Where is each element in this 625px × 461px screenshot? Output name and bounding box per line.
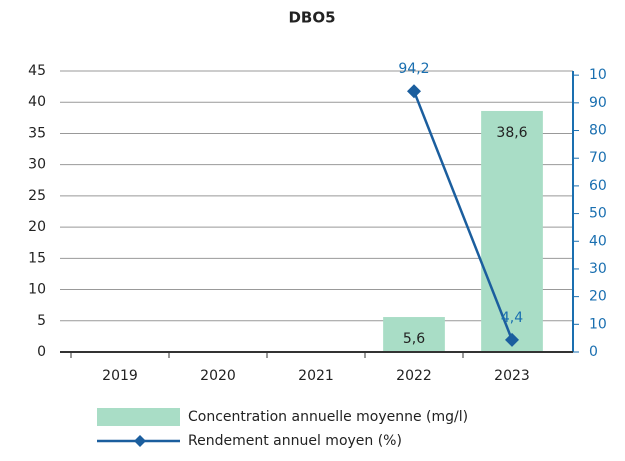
chart-title: DBO5 bbox=[288, 9, 335, 27]
y-tick-label: 45 bbox=[28, 63, 46, 79]
y-tick-label: 15 bbox=[28, 250, 46, 266]
y2-tick-label: 10 bbox=[589, 67, 607, 83]
line-value-label: 94,2 bbox=[398, 61, 429, 77]
line bbox=[412, 90, 514, 341]
y2-tick-label: 30 bbox=[589, 261, 607, 277]
x-tick-label: 2023 bbox=[494, 368, 530, 384]
y-tick-label: 20 bbox=[28, 219, 46, 235]
y-tick-label: 25 bbox=[28, 188, 46, 204]
y2-tick-label: 20 bbox=[589, 289, 607, 305]
y-tick-label: 0 bbox=[37, 344, 46, 360]
line-marker bbox=[407, 84, 421, 99]
legend-label: Concentration annuelle moyenne (mg/l) bbox=[188, 409, 468, 425]
x-tick-label: 2021 bbox=[298, 368, 334, 384]
bar bbox=[481, 110, 543, 352]
y-tick-label: 5 bbox=[37, 313, 46, 329]
x-tick-label: 2020 bbox=[200, 368, 236, 384]
y2-tick-label: 70 bbox=[589, 150, 607, 166]
legend-label: Rendement annuel moyen (%) bbox=[188, 433, 402, 449]
y-tick-label: 35 bbox=[28, 125, 46, 141]
y-tick-label: 10 bbox=[28, 282, 46, 298]
x-tick-label: 2019 bbox=[102, 368, 138, 384]
bar-value-label: 5,6 bbox=[403, 331, 425, 347]
line-marker bbox=[505, 332, 519, 347]
legend-marker bbox=[134, 435, 146, 447]
y2-tick-label: 80 bbox=[589, 123, 607, 139]
bar bbox=[383, 317, 445, 352]
y-tick-label: 40 bbox=[28, 94, 46, 110]
y2-tick-label: 50 bbox=[589, 206, 607, 222]
y2-tick-label: 0 bbox=[589, 344, 598, 360]
bar-value-label: 38,6 bbox=[496, 125, 527, 141]
y2-tick-label: 90 bbox=[589, 95, 607, 111]
legend-swatch bbox=[97, 408, 180, 426]
x-tick-label: 2022 bbox=[396, 368, 432, 384]
line-value-label: 4,4 bbox=[501, 310, 523, 326]
y2-tick-label: 40 bbox=[589, 233, 607, 249]
y2-tick-label: 10 bbox=[589, 316, 607, 332]
y2-tick-label: 60 bbox=[589, 178, 607, 194]
y-tick-label: 30 bbox=[28, 157, 46, 173]
